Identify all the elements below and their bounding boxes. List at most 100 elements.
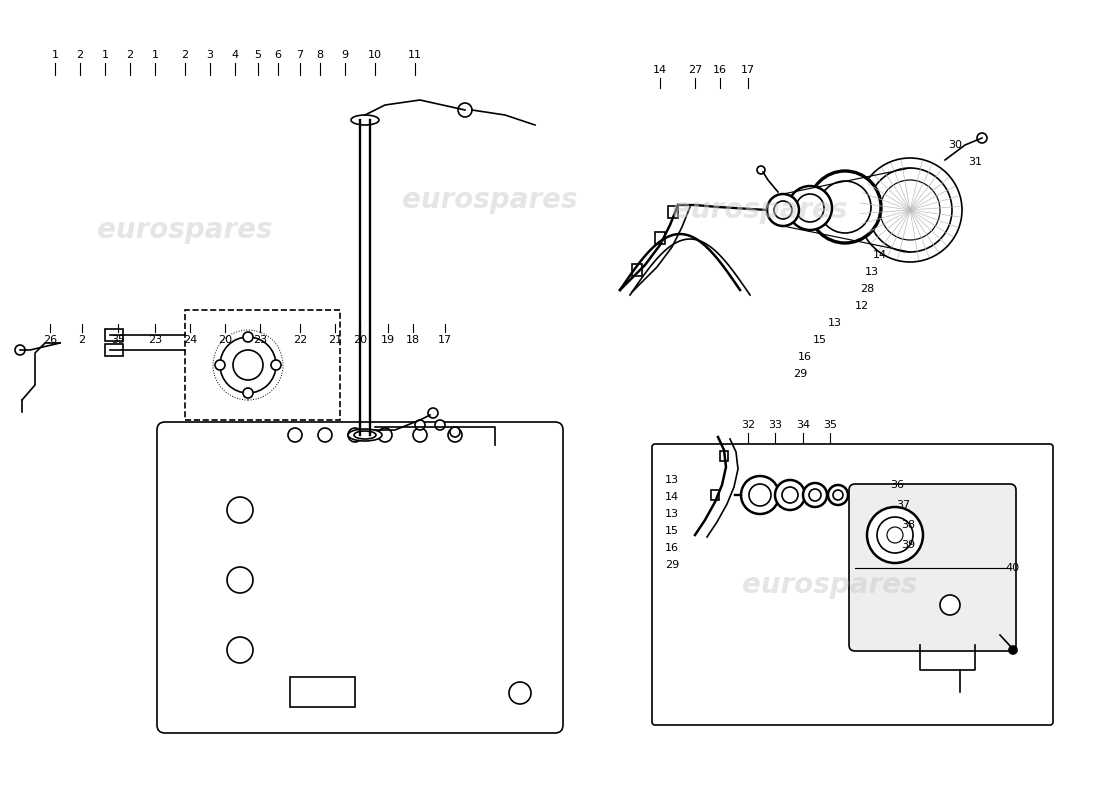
Text: 2: 2: [78, 335, 86, 345]
Text: 1: 1: [101, 50, 109, 60]
Circle shape: [271, 360, 281, 370]
Circle shape: [767, 194, 799, 226]
Bar: [632, 264, 642, 276]
Text: 23: 23: [147, 335, 162, 345]
Text: 16: 16: [798, 352, 812, 362]
Circle shape: [214, 360, 225, 370]
Text: 31: 31: [968, 157, 982, 167]
Text: 13: 13: [828, 318, 842, 328]
Ellipse shape: [354, 431, 376, 439]
FancyBboxPatch shape: [157, 422, 563, 733]
Bar: [668, 206, 678, 218]
Circle shape: [448, 428, 462, 442]
Circle shape: [788, 186, 832, 230]
Text: 13: 13: [666, 475, 679, 485]
Circle shape: [243, 388, 253, 398]
Circle shape: [796, 194, 824, 222]
Text: 33: 33: [768, 420, 782, 430]
Text: eurospares: eurospares: [742, 571, 917, 599]
Text: 3: 3: [207, 50, 213, 60]
Circle shape: [415, 420, 425, 430]
Text: 1: 1: [152, 50, 158, 60]
Circle shape: [428, 408, 438, 418]
Text: 14: 14: [664, 492, 679, 502]
Text: 15: 15: [666, 526, 679, 536]
Text: 40: 40: [1005, 563, 1019, 573]
Circle shape: [820, 181, 871, 233]
Circle shape: [378, 428, 392, 442]
Circle shape: [227, 567, 253, 593]
Circle shape: [741, 476, 779, 514]
Text: 21: 21: [328, 335, 342, 345]
Text: 5: 5: [254, 50, 262, 60]
Text: 28: 28: [860, 284, 875, 294]
Text: 20: 20: [353, 335, 367, 345]
Text: 36: 36: [890, 480, 904, 490]
Circle shape: [867, 507, 923, 563]
Text: 27: 27: [688, 65, 702, 75]
Text: 11: 11: [408, 50, 422, 60]
Text: 35: 35: [823, 420, 837, 430]
Ellipse shape: [351, 115, 380, 125]
Text: 16: 16: [666, 543, 679, 553]
Text: 35: 35: [111, 335, 125, 345]
Circle shape: [233, 350, 263, 380]
Circle shape: [757, 166, 764, 174]
Text: 2: 2: [76, 50, 84, 60]
Circle shape: [434, 420, 446, 430]
Text: 30: 30: [948, 140, 962, 150]
Circle shape: [243, 332, 253, 342]
Text: 2: 2: [182, 50, 188, 60]
Circle shape: [940, 595, 960, 615]
Circle shape: [749, 484, 771, 506]
Circle shape: [833, 490, 843, 500]
Text: 26: 26: [43, 335, 57, 345]
Text: 10: 10: [368, 50, 382, 60]
Circle shape: [887, 527, 903, 543]
Circle shape: [977, 133, 987, 143]
Text: 18: 18: [406, 335, 420, 345]
Text: eurospares: eurospares: [672, 196, 848, 224]
Text: 19: 19: [381, 335, 395, 345]
Text: 14: 14: [653, 65, 667, 75]
Circle shape: [1009, 646, 1018, 654]
Text: eurospares: eurospares: [97, 216, 273, 244]
Circle shape: [288, 428, 302, 442]
Text: 17: 17: [741, 65, 755, 75]
Circle shape: [782, 487, 797, 503]
Circle shape: [450, 427, 460, 437]
Text: 34: 34: [796, 420, 810, 430]
Circle shape: [227, 637, 253, 663]
Text: 29: 29: [793, 369, 807, 379]
Bar: [185, 310, 340, 420]
Circle shape: [808, 171, 881, 243]
Text: 32: 32: [741, 420, 755, 430]
Bar: [720, 451, 728, 461]
Text: 15: 15: [813, 335, 827, 345]
Text: 17: 17: [438, 335, 452, 345]
Circle shape: [227, 497, 253, 523]
Text: 13: 13: [865, 267, 879, 277]
Text: 8: 8: [317, 50, 323, 60]
Text: 20: 20: [218, 335, 232, 345]
Text: 23: 23: [253, 335, 267, 345]
Text: 13: 13: [666, 509, 679, 519]
Bar: [104, 329, 123, 341]
Circle shape: [858, 158, 962, 262]
Circle shape: [776, 480, 805, 510]
Text: 6: 6: [275, 50, 282, 60]
FancyBboxPatch shape: [652, 444, 1053, 725]
Circle shape: [348, 428, 362, 442]
Circle shape: [877, 517, 913, 553]
Circle shape: [458, 103, 472, 117]
Bar: [290, 677, 355, 707]
Text: 22: 22: [293, 335, 307, 345]
Circle shape: [808, 489, 821, 501]
Circle shape: [509, 682, 531, 704]
Text: eurospares: eurospares: [403, 186, 578, 214]
Circle shape: [774, 201, 792, 219]
Text: 38: 38: [901, 520, 915, 530]
Text: 1: 1: [52, 50, 58, 60]
Text: 12: 12: [855, 301, 869, 311]
Text: 39: 39: [901, 540, 915, 550]
